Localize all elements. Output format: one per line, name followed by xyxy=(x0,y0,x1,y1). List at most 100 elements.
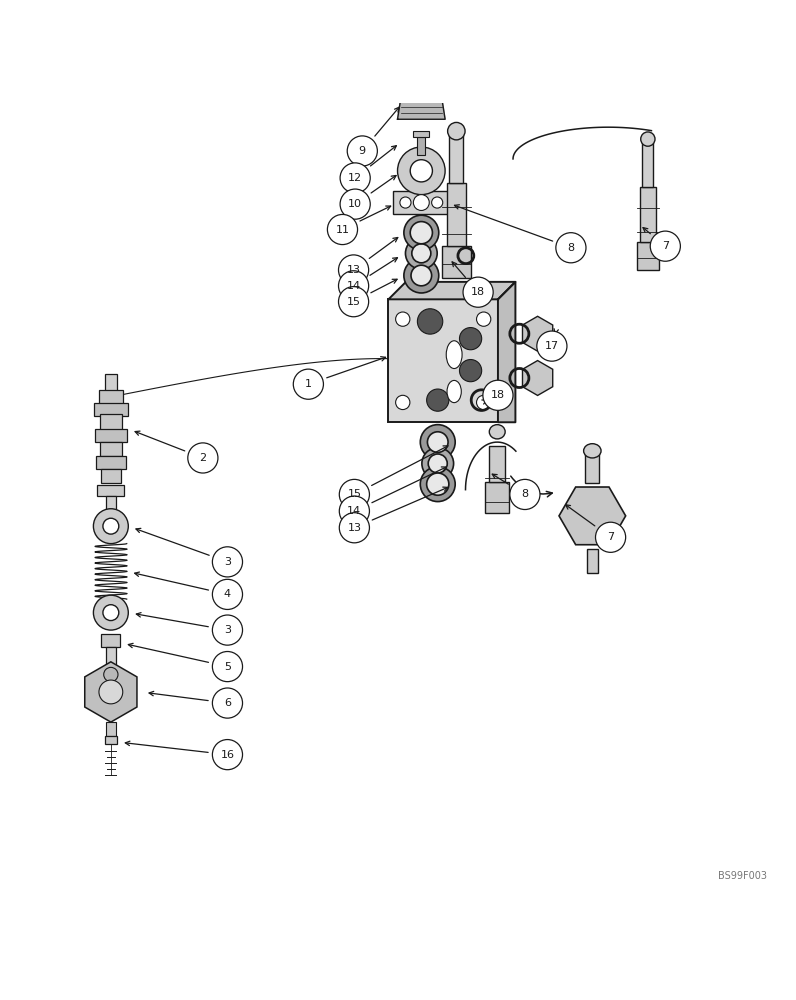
Bar xyxy=(388,299,498,422)
Circle shape xyxy=(396,312,410,326)
Text: 13: 13 xyxy=(346,265,361,275)
Circle shape xyxy=(405,237,437,269)
Circle shape xyxy=(420,425,455,460)
Text: 9: 9 xyxy=(359,146,366,156)
Bar xyxy=(587,549,598,573)
Circle shape xyxy=(427,473,449,495)
Ellipse shape xyxy=(447,380,462,403)
Bar xyxy=(585,452,599,483)
Text: 5: 5 xyxy=(224,662,231,672)
Bar xyxy=(95,429,127,442)
Bar xyxy=(106,496,115,515)
Ellipse shape xyxy=(490,425,505,439)
Ellipse shape xyxy=(583,444,601,458)
Bar xyxy=(413,131,429,137)
Circle shape xyxy=(556,233,586,263)
Bar xyxy=(642,143,654,187)
Bar xyxy=(99,390,123,404)
Text: 12: 12 xyxy=(348,173,362,183)
Circle shape xyxy=(293,369,323,399)
Circle shape xyxy=(213,652,243,682)
Circle shape xyxy=(463,277,494,307)
Text: 3: 3 xyxy=(224,557,231,567)
Text: 17: 17 xyxy=(544,341,559,351)
Text: 3: 3 xyxy=(224,625,231,635)
Circle shape xyxy=(411,265,431,286)
Bar xyxy=(105,374,117,391)
Circle shape xyxy=(213,615,243,645)
Circle shape xyxy=(404,215,439,250)
Bar xyxy=(94,403,127,416)
Bar xyxy=(447,183,466,246)
Text: 16: 16 xyxy=(220,750,235,760)
Text: 7: 7 xyxy=(661,241,669,251)
Text: 14: 14 xyxy=(347,506,361,516)
Circle shape xyxy=(417,309,443,334)
Circle shape xyxy=(338,287,369,317)
Text: 4: 4 xyxy=(224,589,231,599)
Bar xyxy=(97,485,124,496)
Text: 11: 11 xyxy=(335,225,349,235)
Circle shape xyxy=(404,258,439,293)
Text: 15: 15 xyxy=(346,297,361,307)
Circle shape xyxy=(340,163,370,193)
Circle shape xyxy=(420,467,455,502)
Circle shape xyxy=(483,380,513,410)
Bar xyxy=(486,482,509,513)
Text: 6: 6 xyxy=(224,698,231,708)
Ellipse shape xyxy=(641,132,655,146)
Text: 1: 1 xyxy=(305,379,312,389)
Circle shape xyxy=(99,680,123,704)
Bar xyxy=(96,456,126,469)
Text: 14: 14 xyxy=(346,281,361,291)
Bar xyxy=(106,722,115,736)
Circle shape xyxy=(459,328,482,350)
Text: 7: 7 xyxy=(607,532,615,542)
Bar xyxy=(100,442,122,456)
Circle shape xyxy=(477,395,491,410)
Text: 15: 15 xyxy=(347,489,361,499)
Circle shape xyxy=(400,197,411,208)
Circle shape xyxy=(103,518,119,534)
Bar xyxy=(640,187,656,242)
Circle shape xyxy=(327,214,357,245)
Ellipse shape xyxy=(447,122,465,140)
Text: 10: 10 xyxy=(348,199,362,209)
Circle shape xyxy=(339,496,369,526)
Circle shape xyxy=(427,432,448,452)
Circle shape xyxy=(213,740,243,770)
Bar xyxy=(100,414,122,430)
Circle shape xyxy=(93,509,128,544)
Bar xyxy=(637,242,659,270)
Circle shape xyxy=(188,443,218,473)
Text: 2: 2 xyxy=(199,453,206,463)
Circle shape xyxy=(213,579,243,609)
Circle shape xyxy=(431,197,443,208)
Text: 13: 13 xyxy=(347,523,361,533)
Bar xyxy=(106,647,115,671)
Bar xyxy=(449,135,463,183)
Circle shape xyxy=(93,595,128,630)
Text: 18: 18 xyxy=(491,390,505,400)
Circle shape xyxy=(397,147,445,195)
Text: BS99F003: BS99F003 xyxy=(718,871,767,881)
Circle shape xyxy=(477,312,491,326)
Bar xyxy=(417,137,425,155)
Circle shape xyxy=(595,522,626,552)
Bar xyxy=(442,246,470,278)
Polygon shape xyxy=(498,282,515,422)
Circle shape xyxy=(340,189,370,219)
Circle shape xyxy=(396,395,410,410)
Circle shape xyxy=(103,667,118,682)
Circle shape xyxy=(650,231,681,261)
Circle shape xyxy=(347,136,377,166)
Bar xyxy=(392,191,450,214)
Circle shape xyxy=(459,360,482,382)
Bar xyxy=(490,446,505,482)
Circle shape xyxy=(510,479,540,510)
Bar xyxy=(101,634,120,647)
Circle shape xyxy=(339,513,369,543)
Text: 8: 8 xyxy=(521,489,529,499)
Circle shape xyxy=(213,688,243,718)
Circle shape xyxy=(413,195,429,210)
